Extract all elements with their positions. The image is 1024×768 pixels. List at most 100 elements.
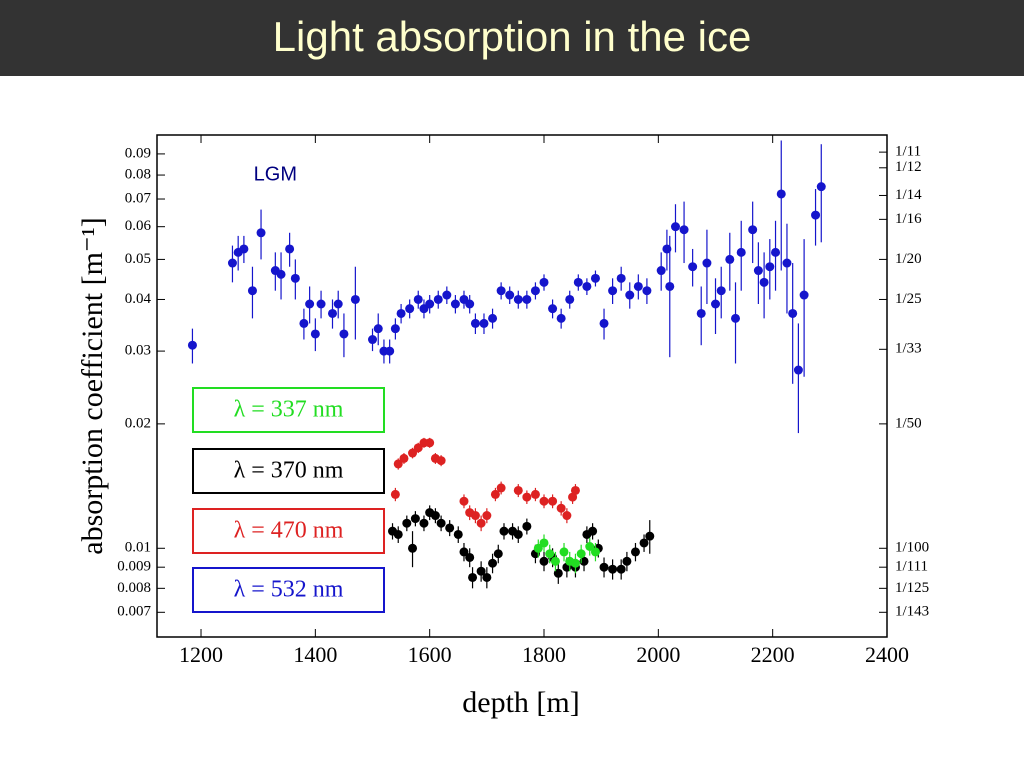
data-point xyxy=(736,247,746,257)
data-point xyxy=(227,258,237,268)
data-point xyxy=(459,496,469,506)
data-point xyxy=(290,273,300,283)
data-point xyxy=(505,290,515,300)
data-point xyxy=(665,281,675,291)
data-point xyxy=(433,294,443,304)
data-point xyxy=(788,308,798,318)
data-point xyxy=(488,313,498,323)
slide-title: Light absorption in the ice xyxy=(273,13,752,60)
data-point xyxy=(333,299,343,309)
data-point xyxy=(688,262,698,272)
y-tick-label: 0.009 xyxy=(117,559,151,575)
data-point xyxy=(479,318,489,328)
y-tick-label: 0.04 xyxy=(125,291,152,307)
data-point xyxy=(576,549,586,559)
x-tick-label: 2000 xyxy=(636,642,680,667)
y-tick-label: 0.03 xyxy=(125,343,151,359)
x-tick-label: 1200 xyxy=(179,642,223,667)
data-point xyxy=(405,304,415,314)
data-point xyxy=(670,222,680,232)
data-point xyxy=(656,266,666,276)
data-point xyxy=(570,485,580,495)
data-point xyxy=(616,564,626,574)
data-point xyxy=(522,521,532,531)
data-point xyxy=(608,286,618,296)
data-point xyxy=(402,518,412,528)
data-point xyxy=(559,547,569,557)
data-point xyxy=(590,273,600,283)
data-point xyxy=(465,299,475,309)
data-point xyxy=(470,318,480,328)
data-point xyxy=(573,277,583,287)
data-point xyxy=(399,453,409,463)
data-point xyxy=(453,529,463,539)
data-point xyxy=(410,514,420,524)
data-point xyxy=(579,556,589,566)
data-point xyxy=(545,549,555,559)
data-point xyxy=(556,313,566,323)
data-point xyxy=(782,258,792,268)
x-tick-label: 2200 xyxy=(751,642,795,667)
data-point xyxy=(442,290,452,300)
y-tick-label: 0.007 xyxy=(117,604,151,620)
data-point xyxy=(476,566,486,576)
data-point xyxy=(753,266,763,276)
data-point xyxy=(305,299,315,309)
data-point xyxy=(816,182,826,192)
y2-tick-label: 1/50 xyxy=(895,415,922,431)
y-tick-label: 0.08 xyxy=(125,166,151,182)
data-point xyxy=(645,531,655,541)
data-point xyxy=(513,485,523,495)
data-point xyxy=(408,543,418,553)
data-point xyxy=(385,346,395,356)
data-point xyxy=(413,294,423,304)
y-axis-label: absorption coefficient [m⁻¹] xyxy=(76,217,109,555)
data-point xyxy=(522,492,532,502)
y2-tick-label: 1/11 xyxy=(895,144,921,160)
data-point xyxy=(588,526,598,536)
annotation: LGM xyxy=(254,163,297,185)
data-point xyxy=(553,568,563,578)
data-point xyxy=(725,254,735,264)
data-point xyxy=(530,489,540,499)
legend-box xyxy=(192,508,385,554)
data-point xyxy=(539,556,549,566)
legend-label: λ = 470 nm xyxy=(234,518,344,544)
data-point xyxy=(390,324,400,334)
data-point xyxy=(408,448,418,458)
data-point xyxy=(642,286,652,296)
data-point xyxy=(459,547,469,557)
data-point xyxy=(776,189,786,199)
y2-tick-label: 1/33 xyxy=(895,341,922,357)
y2-tick-label: 1/16 xyxy=(895,211,922,227)
data-point xyxy=(639,538,649,548)
data-point xyxy=(696,308,706,318)
data-point xyxy=(419,518,429,528)
data-point xyxy=(616,273,626,283)
legend-label: λ = 337 nm xyxy=(234,397,344,423)
data-point xyxy=(513,529,523,539)
data-point xyxy=(811,210,821,220)
y-tick-label: 0.008 xyxy=(117,580,151,596)
x-axis-label: depth [m] xyxy=(462,686,579,719)
y2-tick-label: 1/143 xyxy=(895,604,929,620)
data-point xyxy=(393,529,403,539)
data-point xyxy=(539,538,549,548)
data-point xyxy=(633,281,643,291)
y-tick-label: 0.01 xyxy=(125,540,151,556)
data-point xyxy=(470,511,480,521)
y-tick-label: 0.06 xyxy=(125,218,152,234)
data-point xyxy=(493,549,503,559)
data-point xyxy=(565,294,575,304)
data-point xyxy=(622,556,632,566)
data-point xyxy=(748,225,758,235)
data-point xyxy=(711,299,721,309)
data-point xyxy=(496,286,506,296)
y2-tick-label: 1/14 xyxy=(895,187,922,203)
data-point xyxy=(513,294,523,304)
data-point xyxy=(533,543,543,553)
data-point xyxy=(793,365,803,375)
y2-tick-label: 1/12 xyxy=(895,159,922,175)
x-tick-label: 1600 xyxy=(408,642,452,667)
